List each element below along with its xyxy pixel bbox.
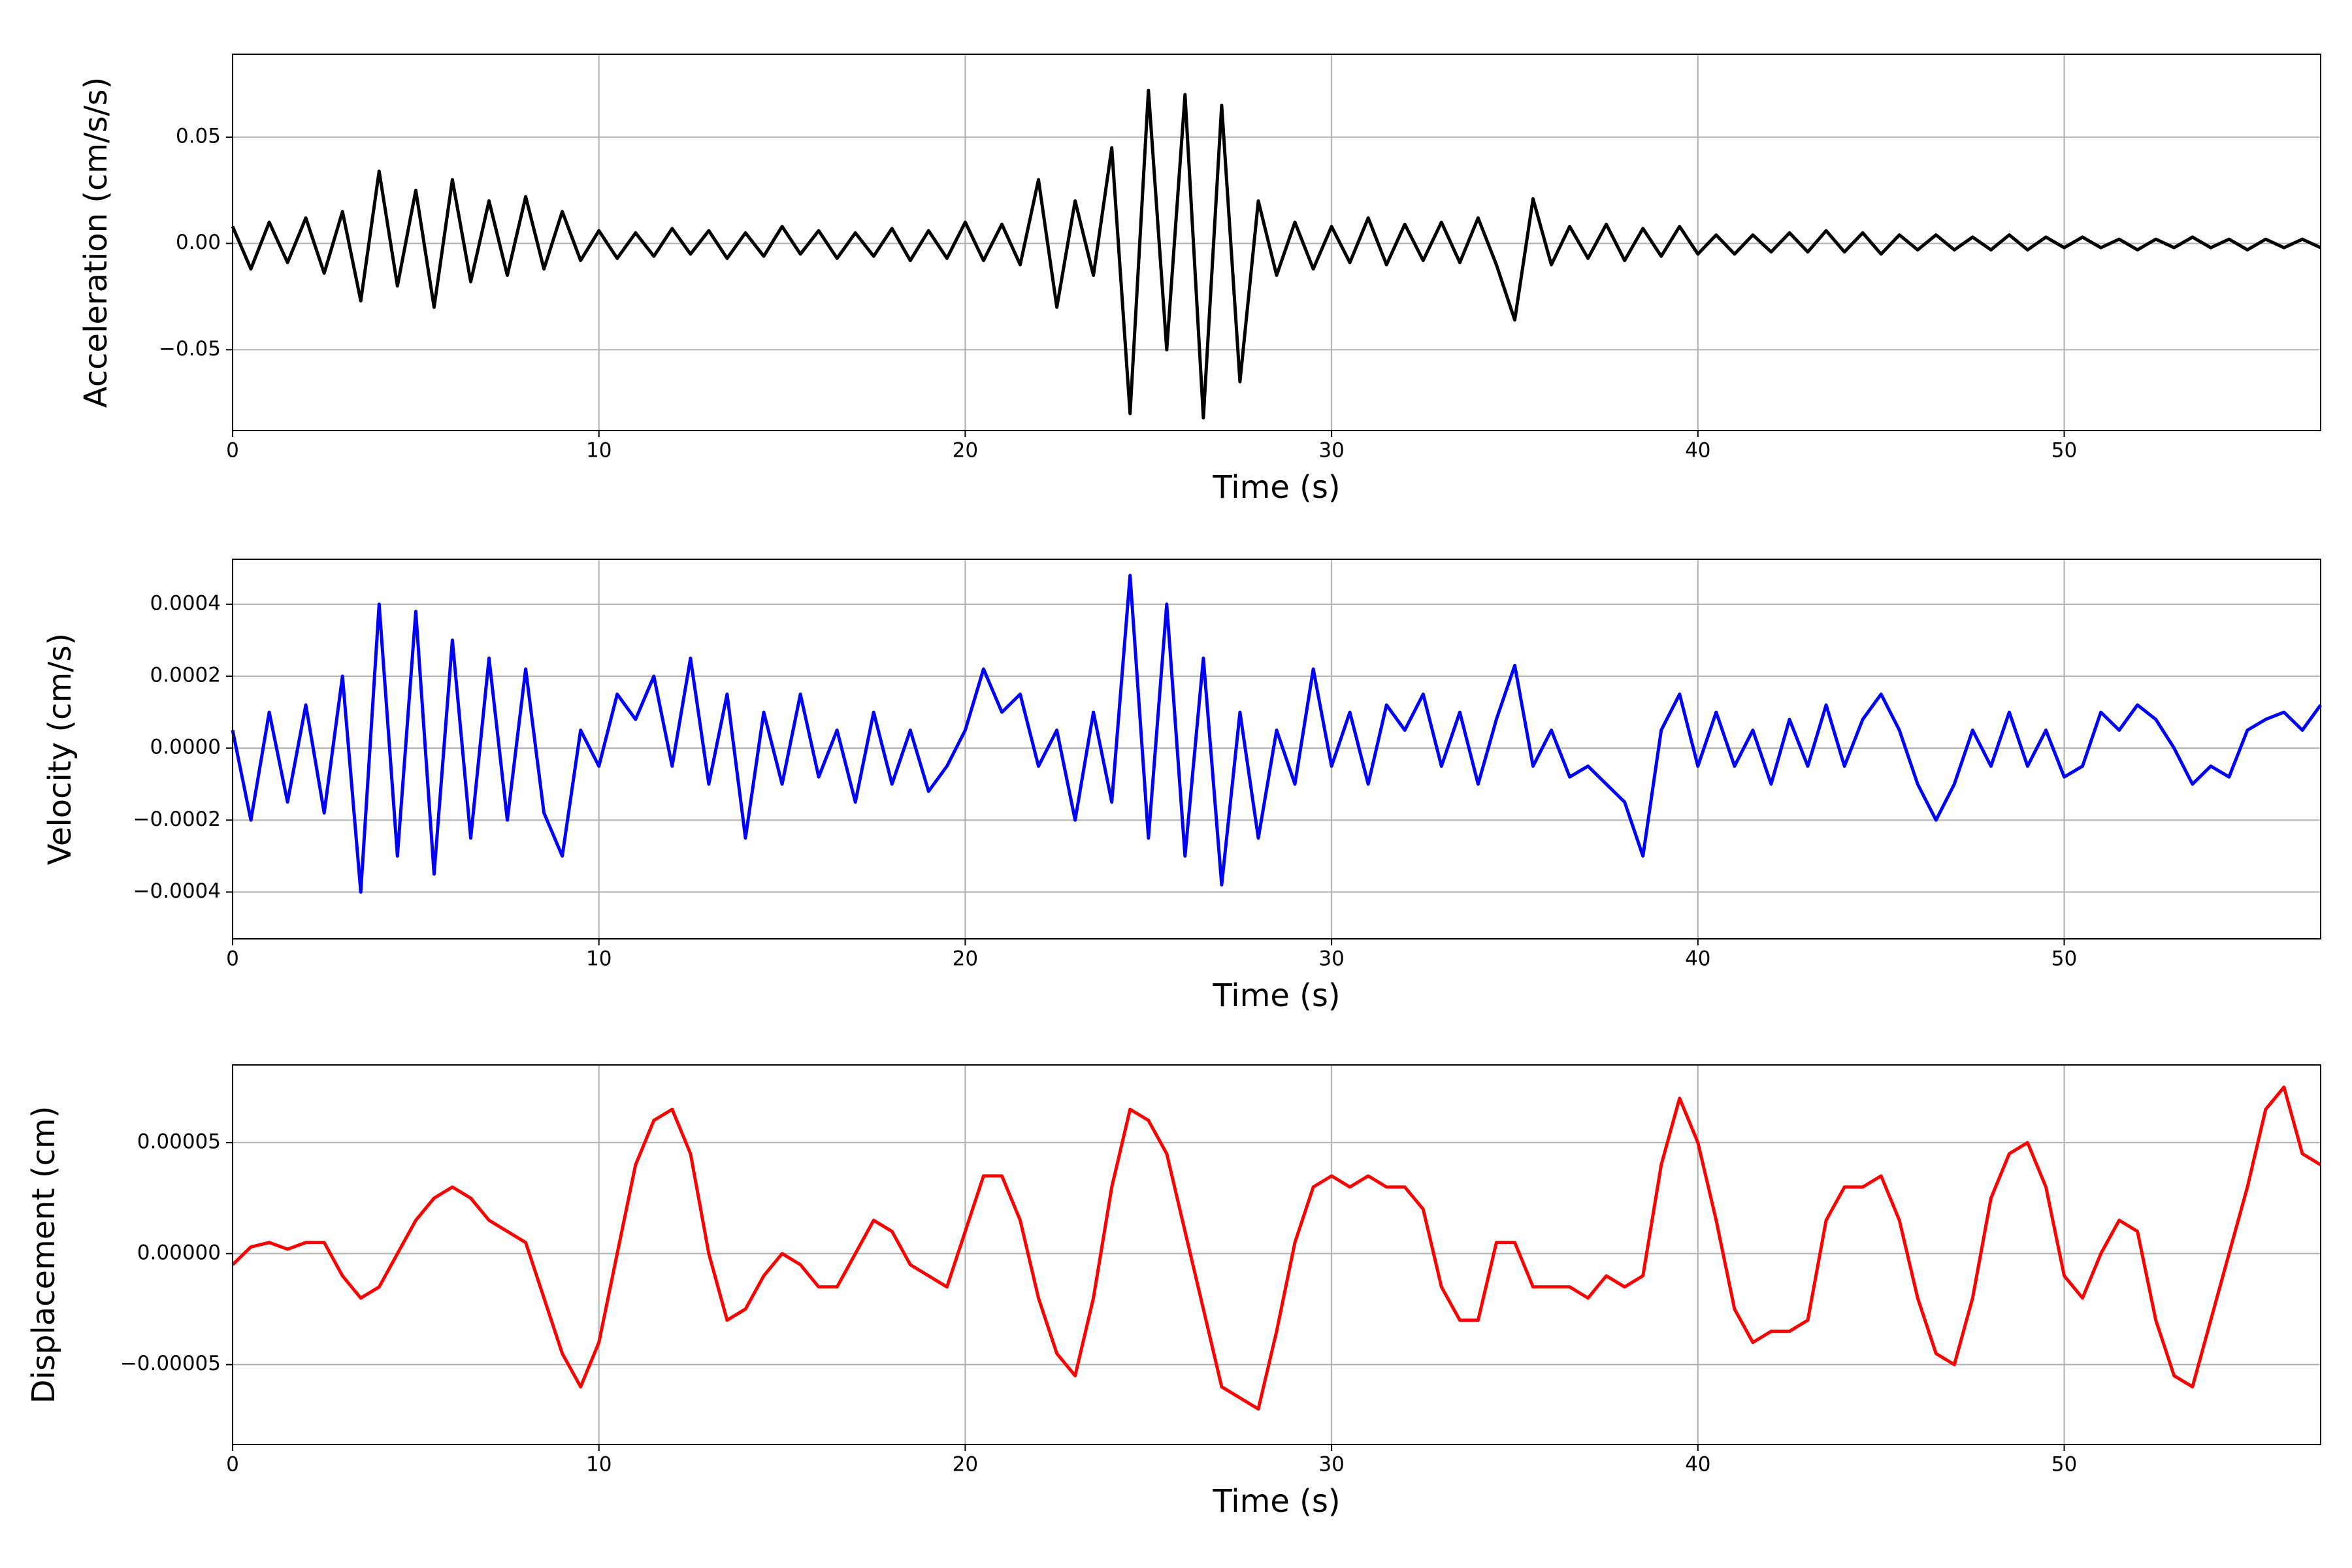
x-tick-label: 30: [1318, 947, 1344, 971]
y-tick-label: 0.05: [176, 124, 221, 148]
x-tick-label: 30: [1318, 439, 1344, 463]
x-tick-label: 0: [226, 1453, 239, 1477]
x-tick-label: 50: [2051, 1453, 2077, 1477]
y-tick-label: −0.0004: [133, 879, 221, 903]
x-tick-label: 0: [226, 439, 239, 463]
y-tick-label: 0.0000: [150, 736, 221, 759]
y-axis-label: Acceleration (cm/s/s): [78, 77, 114, 408]
x-axis-label: Time (s): [1212, 977, 1340, 1014]
y-axis-label: Displacement (cm): [25, 1106, 62, 1404]
x-tick-label: 0: [226, 947, 239, 971]
x-tick-label: 10: [586, 439, 612, 463]
x-tick-label: 10: [586, 947, 612, 971]
x-tick-label: 40: [1685, 947, 1710, 971]
x-tick-label: 20: [953, 947, 978, 971]
x-tick-label: 40: [1685, 1453, 1710, 1477]
x-tick-label: 50: [2051, 947, 2077, 971]
y-tick-label: 0.0004: [150, 591, 221, 615]
data-line: [231, 574, 2323, 894]
data-line: [231, 1085, 2322, 1411]
y-tick-label: 0.00000: [137, 1241, 221, 1264]
y-axis-label: Velocity (cm/s): [42, 633, 78, 865]
plot-frame: [232, 1064, 2321, 1445]
plot-frame: [232, 559, 2321, 939]
y-tick-label: −0.00005: [120, 1352, 221, 1375]
x-tick-label: 20: [953, 439, 978, 463]
y-tick-label: −0.0002: [133, 808, 221, 831]
y-tick-label: 0.00005: [137, 1130, 221, 1153]
x-tick-label: 40: [1685, 439, 1710, 463]
y-tick-label: −0.05: [159, 337, 221, 361]
x-tick-label: 50: [2051, 439, 2077, 463]
x-axis-label: Time (s): [1212, 1483, 1340, 1520]
plot-frame: [232, 54, 2321, 431]
y-tick-label: 0.0002: [150, 663, 221, 687]
x-tick-label: 20: [953, 1453, 978, 1477]
x-tick-label: 30: [1318, 1453, 1344, 1477]
x-axis-label: Time (s): [1212, 469, 1340, 506]
x-tick-label: 10: [586, 1453, 612, 1477]
data-line: [231, 88, 2322, 419]
y-tick-label: 0.00: [176, 231, 221, 254]
